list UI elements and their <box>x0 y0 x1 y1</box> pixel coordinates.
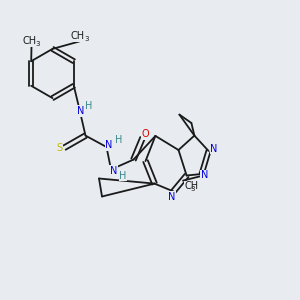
Text: N: N <box>201 170 208 181</box>
Text: 3: 3 <box>35 41 40 47</box>
Text: 3: 3 <box>84 36 88 42</box>
Text: N: N <box>110 166 117 176</box>
Text: N: N <box>77 106 85 116</box>
Text: H: H <box>115 135 122 146</box>
Text: CH: CH <box>71 31 85 41</box>
Text: O: O <box>142 129 149 140</box>
Text: 3: 3 <box>191 186 195 192</box>
Text: N: N <box>210 143 218 154</box>
Text: H: H <box>119 171 127 181</box>
Text: CH: CH <box>184 181 198 191</box>
Text: N: N <box>168 192 175 202</box>
Text: S: S <box>57 143 63 153</box>
Text: H: H <box>85 101 92 111</box>
Text: N: N <box>105 140 112 151</box>
Text: CH: CH <box>22 36 36 46</box>
